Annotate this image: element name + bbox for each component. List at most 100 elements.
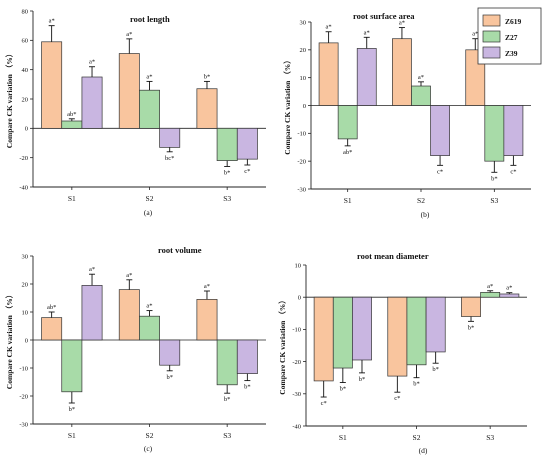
bar-z39-s1	[81, 76, 103, 129]
significance-label: a*	[49, 18, 55, 25]
x-tick-label: S2	[146, 194, 154, 203]
legend-label-z27: Z27	[505, 33, 518, 42]
significance-label: b*	[69, 406, 76, 413]
bar-z39-s3	[499, 293, 520, 298]
bar-z619-s1	[41, 41, 63, 129]
x-tick-label: S2	[417, 196, 425, 205]
bar-z27-s2	[139, 315, 160, 341]
y-tick-label: 10	[22, 309, 29, 316]
significance-label: b*	[340, 386, 347, 393]
y-tick-label: 10	[300, 75, 307, 82]
significance-label: a*	[89, 266, 95, 273]
significance-label: c*	[394, 395, 400, 402]
bar-z619-s2	[392, 38, 412, 106]
y-tick-label: -10	[292, 327, 301, 334]
x-tick-label: S3	[223, 431, 231, 440]
significance-label: bc*	[165, 155, 174, 162]
y-tick-label: -20	[297, 158, 306, 165]
significance-label: b*	[468, 324, 475, 331]
x-tick-label: S2	[413, 433, 421, 442]
legend: Z619 Z27 Z39	[477, 7, 542, 65]
bar-z39-s1	[356, 48, 377, 106]
y-tick-label: 20	[22, 96, 29, 103]
y-tick-label: -20	[19, 155, 28, 162]
chart-title: root volume	[158, 245, 202, 255]
bar-z619-s3	[196, 88, 218, 129]
legend-swatch-z39	[482, 46, 501, 59]
significance-label: ab*	[343, 149, 352, 156]
x-tick-label: S3	[486, 433, 494, 442]
y-tick-label: -30	[297, 186, 306, 193]
x-tick-label: S3	[490, 196, 498, 205]
significance-label: a*	[364, 29, 370, 36]
y-tick-label: 80	[22, 8, 29, 15]
y-axis-label: Compare CK variation （%）	[282, 56, 292, 154]
y-axis-label: Compare CK variation （%）	[277, 296, 287, 394]
bar-z619-s2	[387, 296, 408, 377]
significance-label: b*	[204, 73, 211, 80]
y-tick-label: -20	[19, 393, 28, 400]
y-tick-label: -30	[292, 391, 301, 398]
y-tick-label: 10	[295, 262, 302, 269]
y-tick-label: 20	[300, 47, 307, 54]
chart-title: root length	[130, 14, 170, 24]
bar-z39-s1	[81, 285, 103, 341]
bar-z39-s2	[425, 296, 446, 353]
significance-label: b*	[224, 169, 231, 176]
significance-label: b*	[359, 376, 366, 383]
bar-z619-s2	[118, 53, 140, 129]
bar-z27-s1	[332, 296, 353, 369]
panel-label: (b)	[421, 210, 430, 219]
bar-z39-s2	[430, 105, 450, 156]
significance-label: a*	[326, 24, 332, 31]
y-axis-label: Compare CK variation （%）	[4, 291, 14, 389]
bar-z27-s1	[61, 339, 83, 393]
bar-z27-s1	[337, 105, 358, 140]
x-tick-label: S1	[339, 433, 347, 442]
x-tick-label: S1	[68, 194, 76, 203]
chart-title: root mean diameter	[357, 251, 429, 261]
bar-z619-s3	[461, 296, 481, 317]
bar-z27-s2	[139, 89, 160, 129]
significance-label: a*	[472, 31, 478, 38]
bar-z27-s1	[61, 120, 83, 129]
significance-label: c*	[244, 168, 250, 175]
significance-label: b*	[224, 396, 231, 403]
significance-label: b*	[413, 381, 420, 388]
significance-label: a*	[126, 31, 132, 38]
y-tick-label: 0	[25, 337, 28, 344]
bar-z39-s2	[159, 339, 181, 366]
bar-z619-s1	[313, 296, 334, 382]
bar-z39-s3	[236, 127, 258, 160]
bar-z619-s1	[41, 317, 63, 341]
significance-label: a*	[487, 283, 493, 290]
x-tick-label: S1	[68, 431, 76, 440]
significance-label: a*	[204, 283, 210, 290]
x-tick-label: S1	[344, 196, 352, 205]
significance-label: a*	[146, 303, 152, 310]
significance-label: a*	[146, 73, 152, 80]
legend-swatch-z27	[482, 30, 501, 43]
bar-z27-s2	[411, 85, 431, 106]
x-tick-label: S3	[223, 194, 231, 203]
y-tick-label: -40	[19, 184, 28, 191]
y-tick-label: 60	[22, 38, 29, 45]
significance-label: b*	[432, 366, 439, 373]
significance-label: a*	[506, 285, 512, 292]
significance-label: b*	[244, 384, 251, 391]
chart-panel-4: -40 -30 -20 -10 0 10 S1 c* b* b* S2 c* b* b* S3 b* a* a* r…	[277, 251, 527, 455]
y-tick-label: 30	[22, 253, 29, 260]
bar-z27-s3	[484, 105, 505, 162]
significance-label: b*	[166, 374, 173, 381]
significance-label: b*	[491, 175, 498, 182]
y-tick-label: 20	[22, 281, 29, 288]
bar-z619-s1	[318, 42, 339, 106]
y-tick-label: 0	[25, 126, 28, 133]
y-tick-label: 0	[303, 103, 306, 110]
bar-z619-s3	[196, 299, 218, 341]
x-tick-label: S2	[146, 431, 154, 440]
chart-panel-1: -40 -20 0 20 40 60 80 S1 a* ab* a* S2 a* a* bc* S3 b* b* c…	[4, 8, 266, 217]
legend-label-z619: Z619	[505, 17, 522, 26]
bar-z619-s2	[118, 289, 140, 341]
